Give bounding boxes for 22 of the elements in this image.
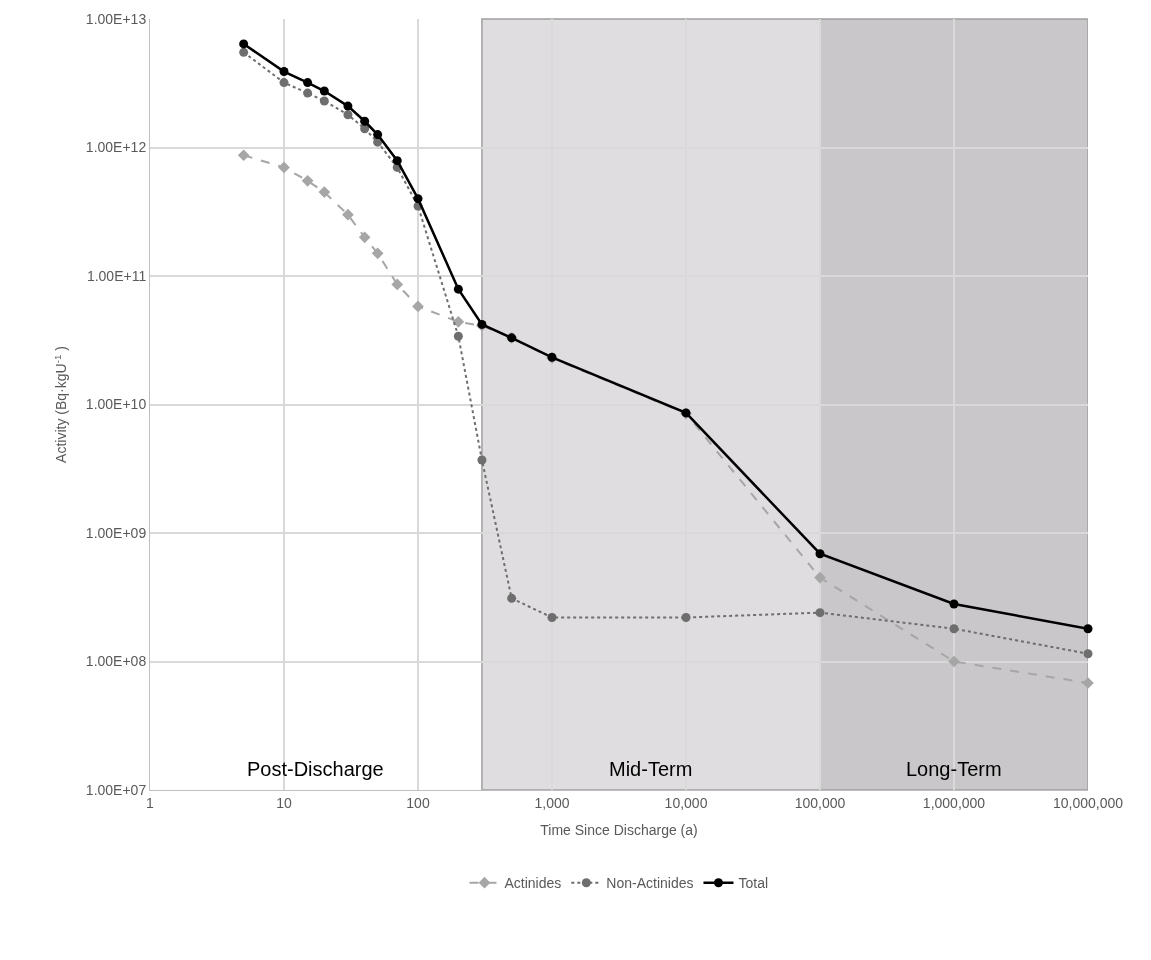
y-tick-label: 1.00E+10 xyxy=(85,396,147,413)
x-tick-label: 10 xyxy=(276,794,292,811)
y-tick-label: 1.00E+11 xyxy=(86,267,147,284)
x-tick-label: 10,000,000 xyxy=(1052,794,1124,811)
y-tick-label: 1.00E+12 xyxy=(85,139,147,156)
x-axis-title: Time Since Discharge (a) xyxy=(540,822,698,839)
y-tick-label: 1.00E+08 xyxy=(85,653,147,670)
x-tick-label: 1,000 xyxy=(534,794,570,811)
y-tick-label: 1.00E+07 xyxy=(85,781,147,798)
y-tick-label: 1.00E+13 xyxy=(85,10,147,27)
x-tick-label: 10,000 xyxy=(664,794,708,811)
y-tick-label: 1.00E+09 xyxy=(85,524,147,541)
legend-label: Non-Actinides xyxy=(606,875,694,892)
x-tick-label: 100 xyxy=(406,794,430,811)
legend-label: Total xyxy=(738,875,769,892)
annotation: Post-Discharge xyxy=(247,758,384,780)
x-tick-label: 1 xyxy=(146,794,155,811)
band-label: Mid-Term xyxy=(609,758,693,780)
x-tick-label: 1,000,000 xyxy=(922,794,986,811)
x-tick-label: 100,000 xyxy=(794,794,846,811)
band-label: Long-Term xyxy=(906,758,1002,780)
legend-label: Actinides xyxy=(504,875,562,892)
